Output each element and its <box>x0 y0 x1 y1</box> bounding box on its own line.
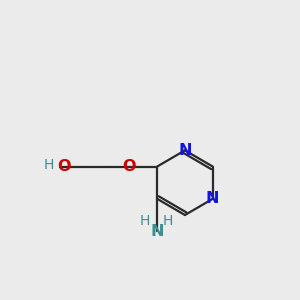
Text: H: H <box>162 214 173 228</box>
Text: O: O <box>123 159 136 174</box>
Text: O: O <box>57 159 70 174</box>
Text: N: N <box>206 191 219 206</box>
Text: N: N <box>178 143 192 158</box>
Text: H: H <box>44 158 54 172</box>
Text: N: N <box>151 224 164 239</box>
Text: H: H <box>139 214 150 228</box>
